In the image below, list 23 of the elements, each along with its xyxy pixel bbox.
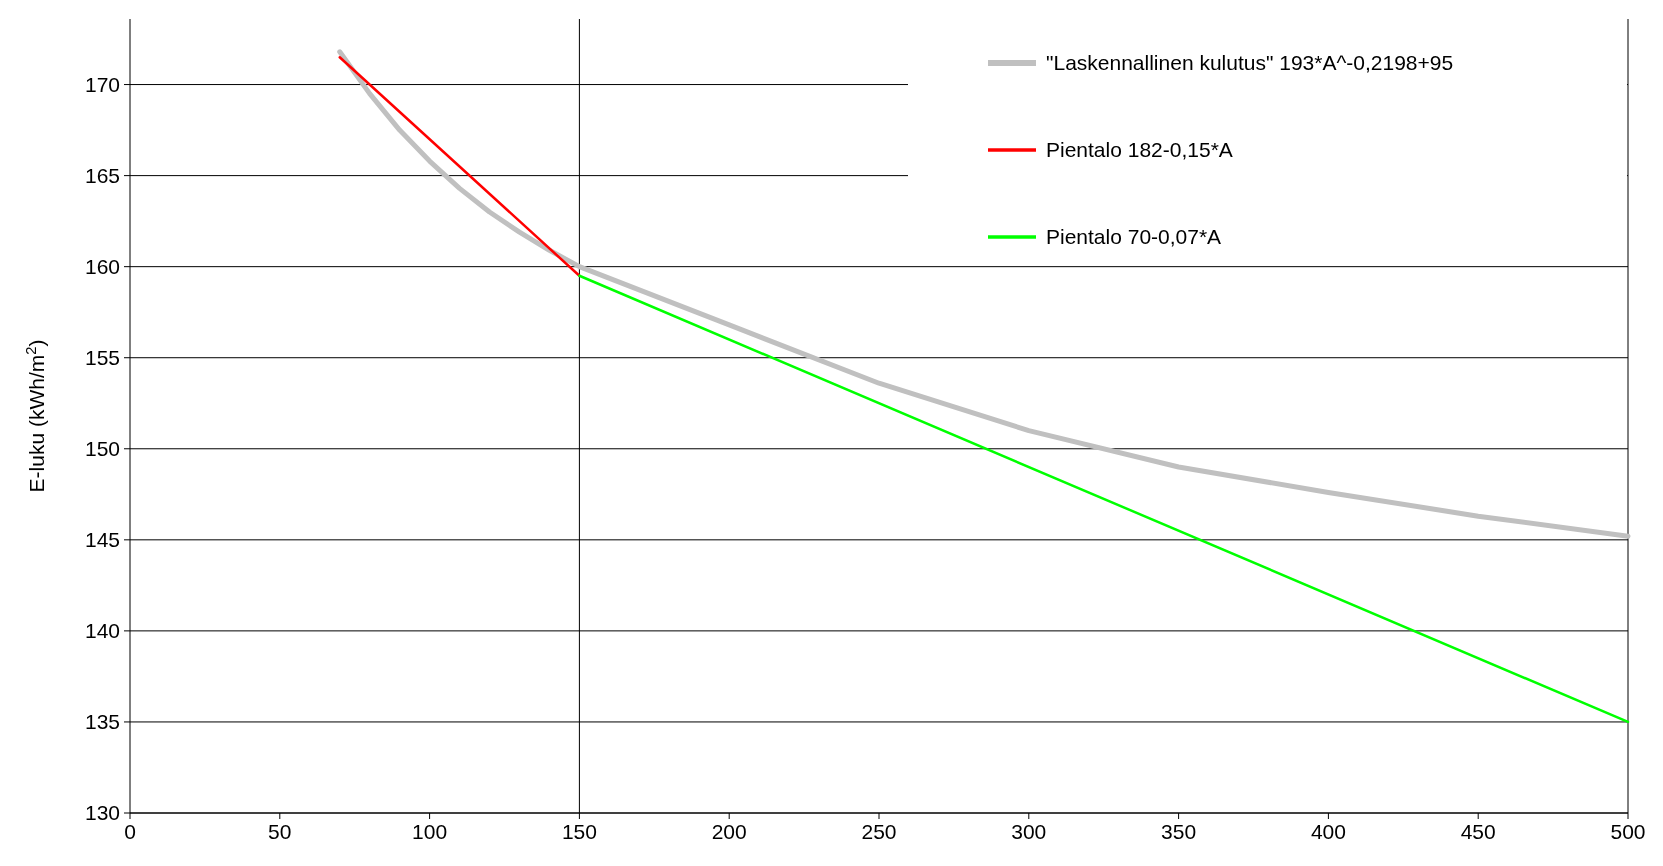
x-tick-label: 50 [268, 820, 292, 843]
legend-label: Pientalo 70-0,07*A [1046, 225, 1222, 249]
y-tick-label: 150 [84, 437, 120, 461]
y-tick-label: 170 [84, 72, 120, 96]
x-tick-label: 300 [1011, 820, 1047, 843]
x-tick-label: 500 [1610, 820, 1646, 843]
y-tick-label: 130 [84, 801, 120, 825]
x-tick-label: 0 [124, 820, 136, 843]
y-tick-label: 140 [84, 619, 120, 643]
y-tick-label: 145 [84, 528, 120, 552]
y-tick-label: 165 [84, 163, 120, 187]
x-tick-label: 150 [561, 820, 597, 843]
y-tick-label: 160 [84, 255, 120, 279]
x-tick-label: 200 [711, 820, 747, 843]
x-tick-label: 450 [1460, 820, 1496, 843]
legend-label: Pientalo 182-0,15*A [1046, 138, 1233, 162]
x-tick-label: 100 [412, 820, 448, 843]
x-tick-label: 400 [1310, 820, 1346, 843]
x-tick-label: 350 [1161, 820, 1197, 843]
legend-label: "Laskennallinen kulutus" 193*A^-0,2198+95 [1046, 51, 1454, 75]
x-tick-label: 250 [861, 820, 897, 843]
y-tick-label: 155 [84, 346, 120, 370]
y-tick-label: 135 [84, 710, 120, 734]
